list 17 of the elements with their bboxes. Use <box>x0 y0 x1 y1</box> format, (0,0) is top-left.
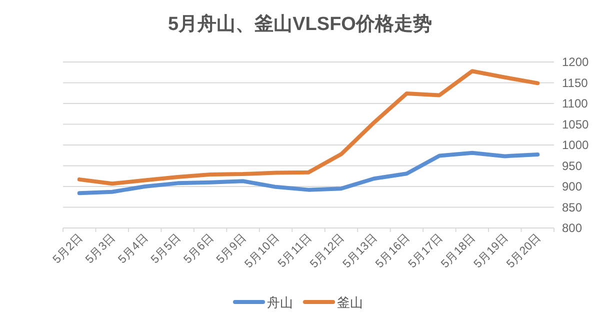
ytick: 850 <box>562 200 582 214</box>
ytick: 1000 <box>562 138 589 152</box>
ytick: 1100 <box>562 96 588 110</box>
ytick: 1200 <box>562 55 589 69</box>
legend: 釜山 <box>337 295 363 310</box>
ytick: 800 <box>562 221 582 235</box>
xtick: 5月2日 <box>50 232 86 266</box>
title: 5月舟山、釜山VLSFO价格走势 <box>168 14 432 35</box>
ytick: 1150 <box>562 76 588 90</box>
legend: 舟山 <box>267 295 293 310</box>
xtick: 5月6日 <box>182 232 216 266</box>
ytick: 1050 <box>562 117 589 132</box>
ytick: 900 <box>562 180 582 194</box>
xtick: 5月3日 <box>84 232 118 266</box>
xtick: 5月5日 <box>149 232 184 266</box>
ytick: 950 <box>562 158 582 173</box>
xtick: 5月4日 <box>116 232 151 266</box>
